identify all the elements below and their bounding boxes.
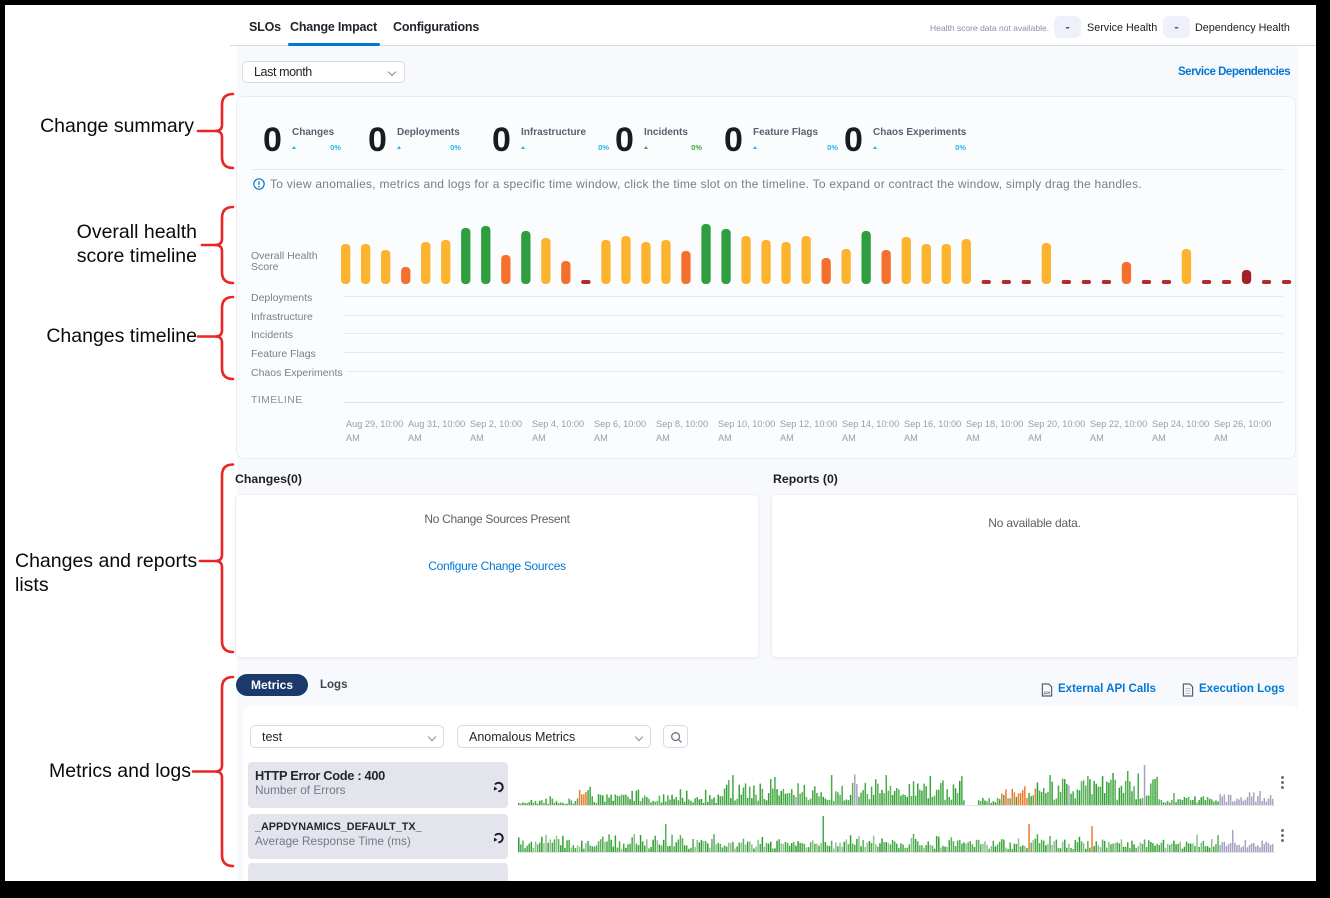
- svg-text:API: API: [1043, 691, 1050, 696]
